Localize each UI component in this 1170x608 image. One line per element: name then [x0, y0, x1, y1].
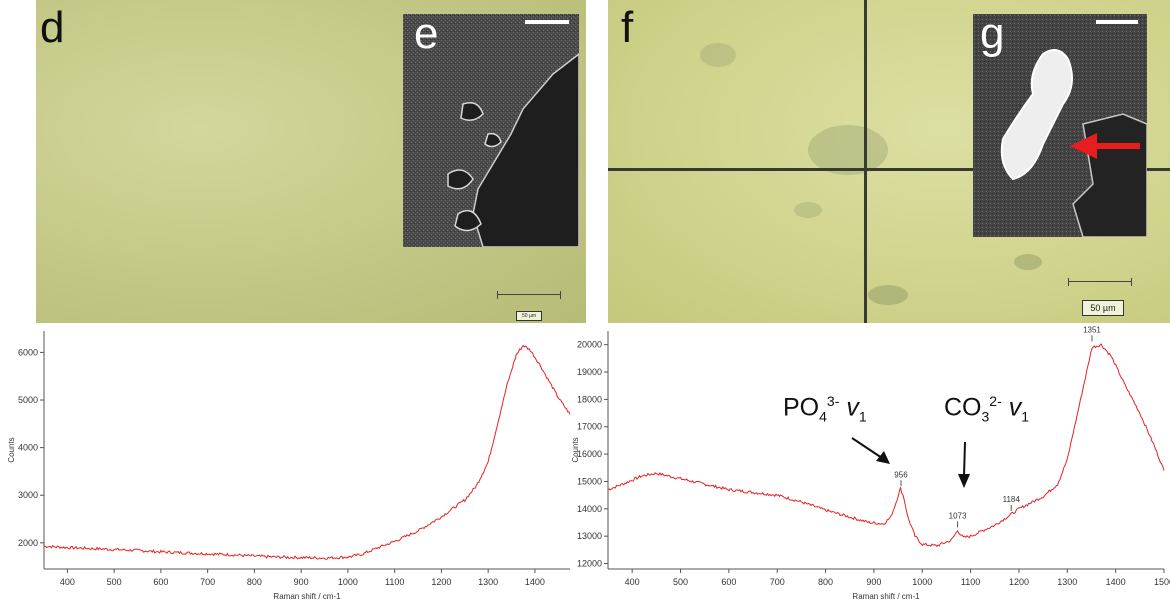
crosshair-vertical: [864, 0, 867, 323]
left-chart-x-tick-label: 1000: [338, 577, 358, 587]
right-chart-x-tick-label: 900: [866, 577, 881, 587]
micrograph-f-stains: [700, 43, 1042, 305]
left-chart-x-tick-label: 800: [247, 577, 262, 587]
crosshair-horizontal: [608, 168, 1170, 171]
left-chart-x-tick-label: 1300: [478, 577, 498, 587]
panel-letter-d: d: [40, 3, 65, 52]
raman-spectrum-left: 400 500 600 700 800 900 1000 1100 1200 1300 1400 20…: [7, 331, 571, 601]
scale-label-d: 50 µm: [516, 311, 542, 321]
right-chart-x-tick-label: 700: [770, 577, 785, 587]
right-chart-y-tick-label: 15000: [577, 476, 602, 486]
right-chart-spectrum-line: [607, 343, 1165, 548]
right-chart-y-tick-label: 14000: [577, 504, 602, 514]
right-chart-x-tick-label: 400: [625, 577, 640, 587]
sem-inset-e-image: [403, 14, 579, 247]
left-chart-y-tick-label: 5000: [18, 395, 38, 405]
left-chart-y-axis-title: Counts: [7, 437, 16, 462]
raman-spectrum-right: 400 500 600 700 800 900 1000 1100 1200 1300 1400 15…: [571, 325, 1170, 601]
right-chart-x-tick-label: 1400: [1106, 577, 1126, 587]
left-chart-y-tick-label: 4000: [18, 443, 38, 453]
carbonate-label: CO32- v1: [944, 393, 1029, 425]
right-chart-x-tick-label: 1200: [1009, 577, 1029, 587]
right-chart-y-tick-label: 13000: [577, 531, 602, 541]
left-chart-x-tick-label: 500: [107, 577, 122, 587]
right-chart-y-axis-title: Counts: [571, 437, 580, 462]
left-chart-y-tick-label: 6000: [18, 347, 38, 357]
inset-g-scale-bar: [1096, 20, 1138, 24]
left-chart-y-tick-label: 2000: [18, 538, 38, 548]
left-chart-spectrum-line: [43, 344, 571, 560]
scale-label-f: 50 µm: [1082, 300, 1124, 316]
right-chart-x-tick-label: 500: [673, 577, 688, 587]
right-chart-x-tick-label: 600: [721, 577, 736, 587]
right-chart-y-tick-label: 19000: [577, 367, 602, 377]
right-chart-y-tick-label: 12000: [577, 559, 602, 569]
inset-e-scale-bar: [525, 20, 569, 24]
right-chart-x-tick-label: 1000: [912, 577, 932, 587]
right-chart-peak-label: 1073: [949, 511, 967, 520]
left-chart-y-tick-label: 3000: [18, 490, 38, 500]
left-chart-x-tick-label: 1200: [431, 577, 451, 587]
right-chart-y-tick-label: 17000: [577, 422, 602, 432]
left-chart-x-tick-label: 900: [294, 577, 309, 587]
right-chart-x-tick-label: 1100: [961, 577, 980, 587]
phosphate-label: PO43- v1: [783, 393, 867, 425]
scale-bar-d: [497, 291, 561, 299]
phosphate-arrow-icon: [851, 437, 890, 464]
scale-bar-f: [1068, 278, 1132, 286]
right-chart-x-axis-title: Raman shift / cm-1: [852, 592, 920, 601]
sem-inset-g-image: [973, 14, 1147, 237]
left-chart-x-tick-label: 600: [153, 577, 168, 587]
right-chart-peak-label: 1351: [1083, 325, 1101, 334]
left-chart-x-tick-label: 1400: [525, 577, 545, 587]
panel-letter-f: f: [621, 3, 634, 52]
right-chart-y-tick-label: 18000: [577, 394, 602, 404]
left-chart-x-tick-label: 1100: [385, 577, 404, 587]
panel-letter-g: g: [980, 9, 1005, 58]
right-chart-x-tick-label: 1300: [1057, 577, 1077, 587]
carbonate-arrow-icon: [958, 441, 970, 488]
left-chart-x-axis-title: Raman shift / cm-1: [273, 592, 341, 601]
right-chart-y-tick-label: 16000: [577, 449, 602, 459]
right-chart-peak-label: 1184: [1003, 495, 1021, 504]
right-chart-x-tick-label: 1500: [1154, 577, 1170, 587]
sem-inset-e: [403, 14, 579, 247]
right-chart-y-tick-label: 20000: [577, 340, 602, 350]
sem-inset-g: [973, 14, 1147, 237]
left-chart-x-tick-label: 700: [200, 577, 215, 587]
left-chart-x-tick-label: 400: [60, 577, 75, 587]
red-arrow-icon: [1070, 133, 1140, 159]
panel-letter-e: e: [414, 9, 439, 58]
right-chart-peak-label: 956: [894, 470, 908, 479]
right-chart-x-tick-label: 800: [818, 577, 833, 587]
